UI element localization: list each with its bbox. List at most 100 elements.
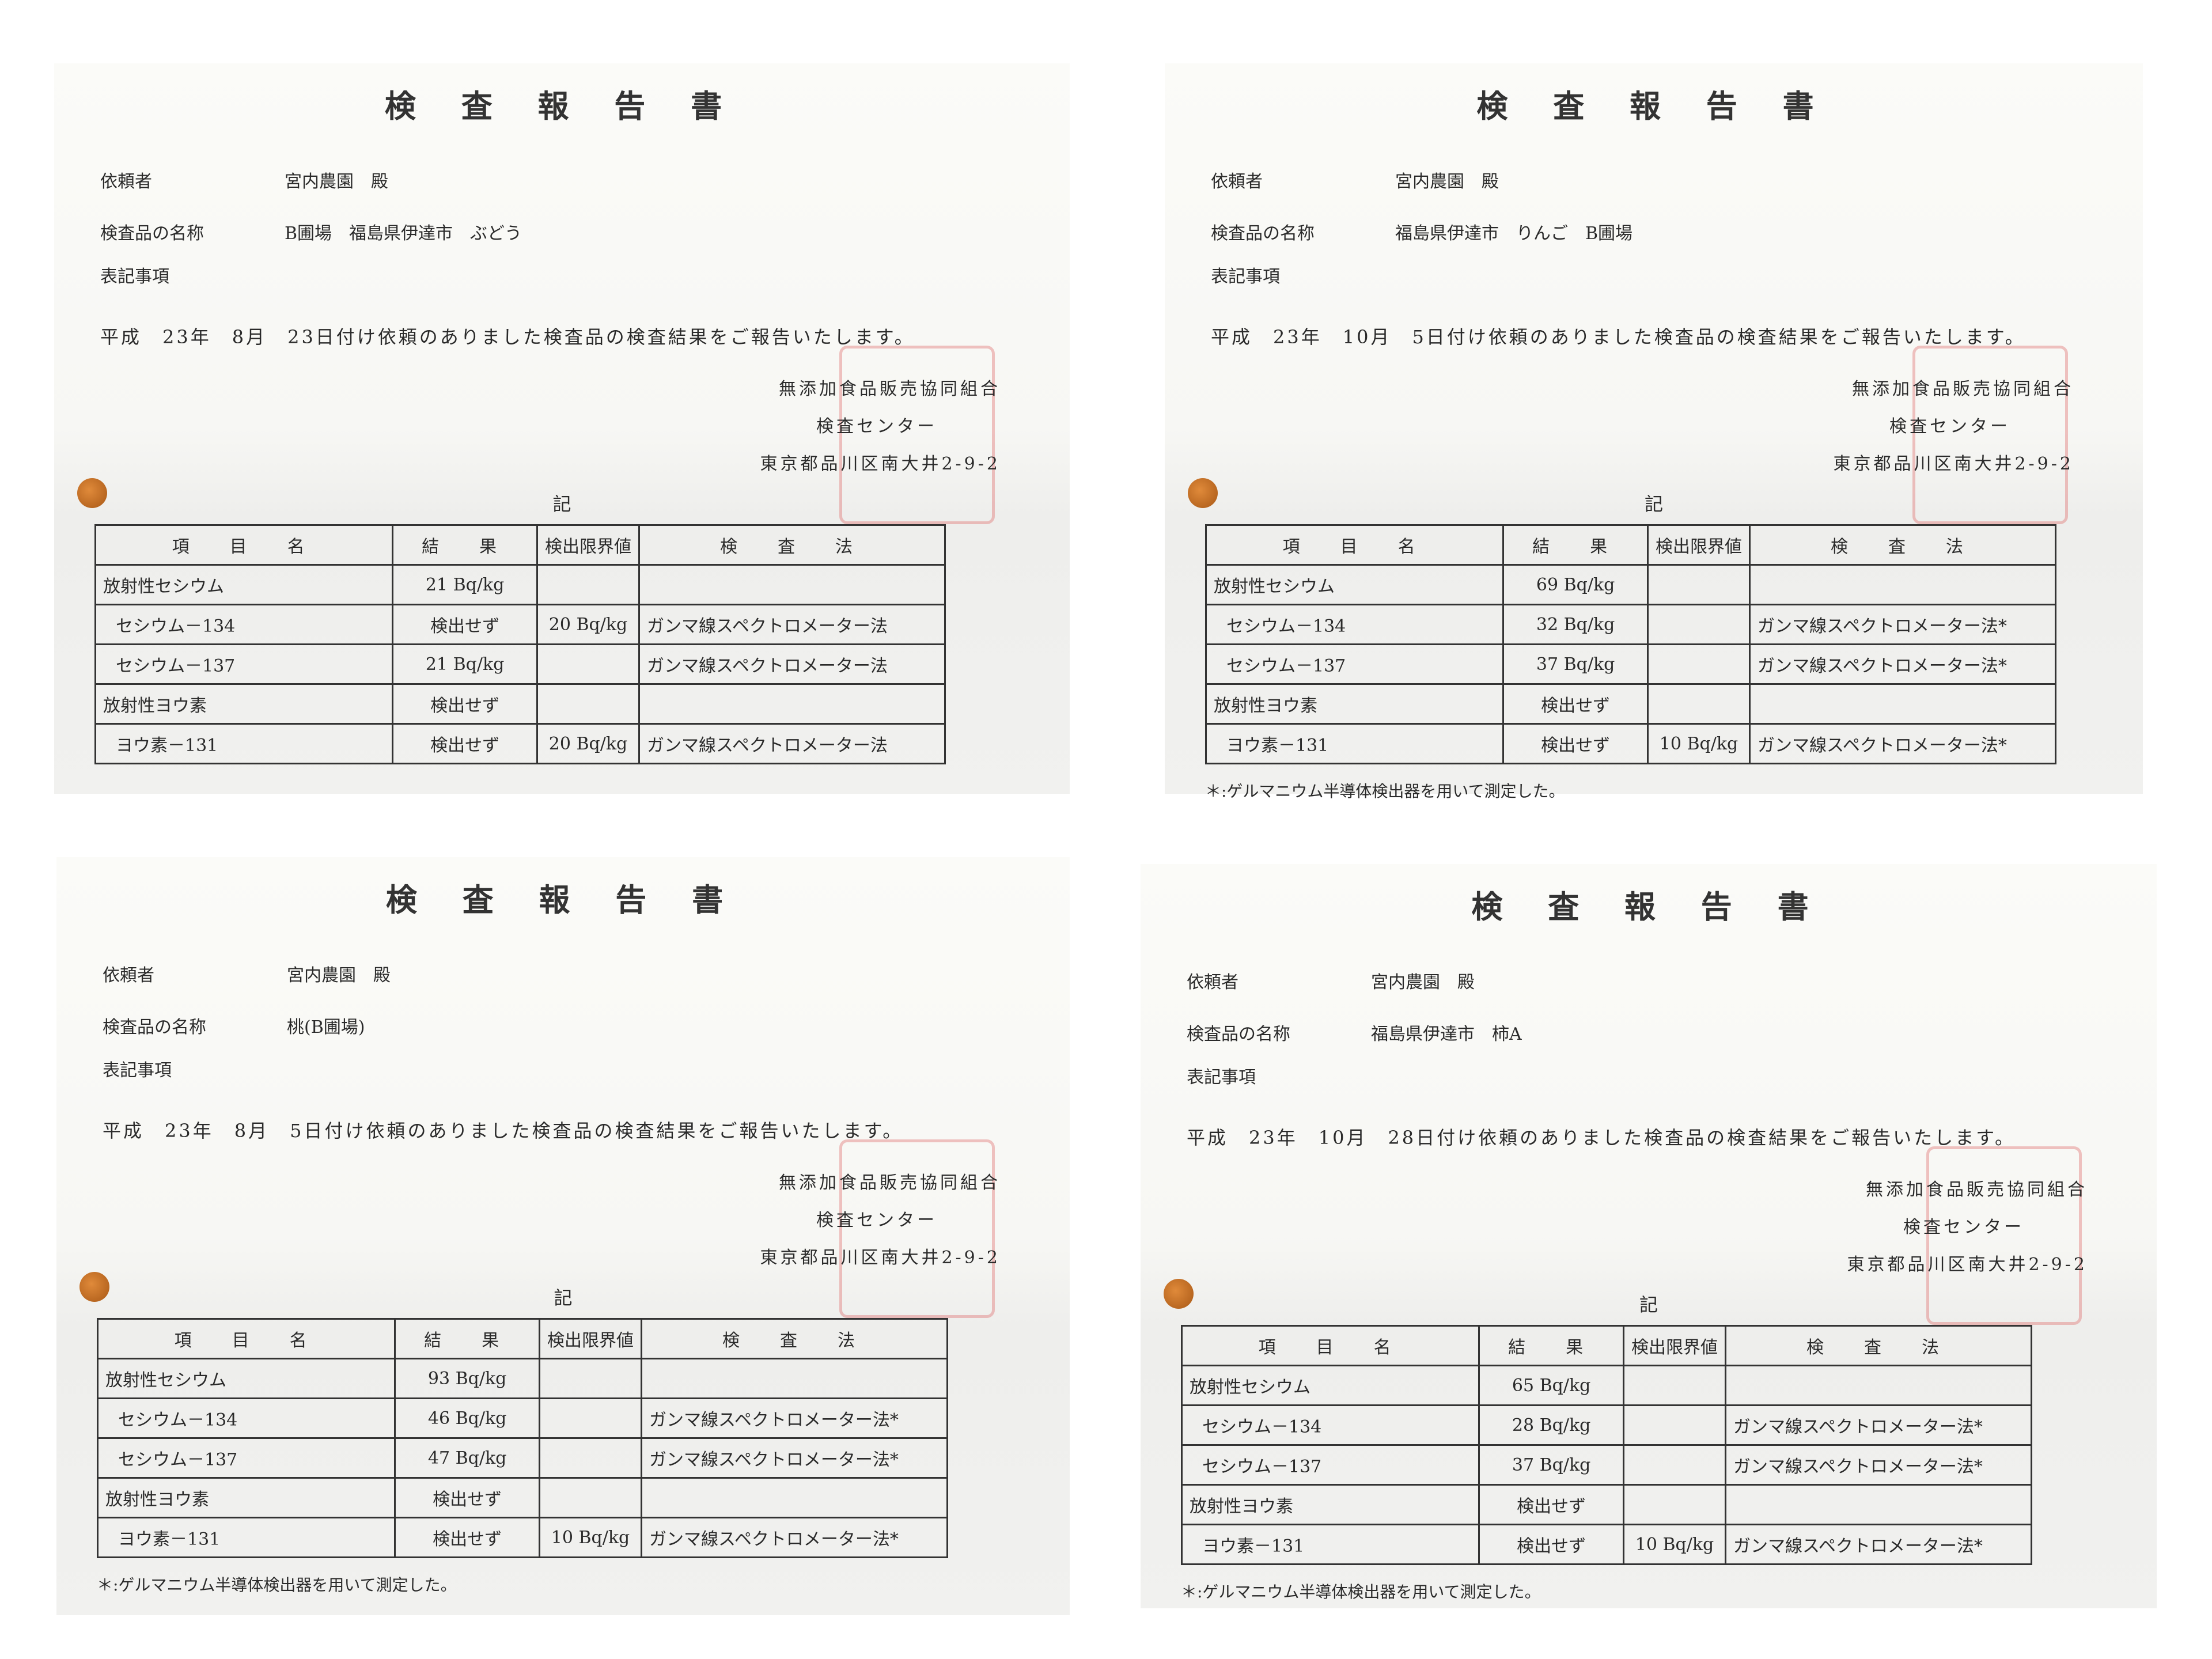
seal-stamp xyxy=(1912,346,2068,524)
ki-heading: 記 xyxy=(552,493,571,515)
item-cell: 放射性セシウム xyxy=(1180,1365,1480,1406)
requester-label: 依頼者 xyxy=(103,965,154,986)
method-cell: ガンマ線スペクトロメーター法* xyxy=(641,1397,948,1439)
method-cell xyxy=(641,1477,948,1518)
org-name: 無添加食品販売協同組合 xyxy=(1866,1180,2088,1200)
item-cell: 放射性ヨウ素 xyxy=(96,1477,396,1518)
org-address: 東京都品川区南大井2-9-2 xyxy=(1833,454,2074,474)
org-address: 東京都品川区南大井2-9-2 xyxy=(760,1248,1001,1268)
punch-hole xyxy=(1188,478,1218,508)
method-cell: ガンマ線スペクトロメーター法 xyxy=(638,643,946,685)
table-row: ヨウ素－131 検出せず 10 Bq/kg ガンマ線スペクトロメーター法* xyxy=(1180,1524,2032,1565)
notation-field: 表記事項 xyxy=(100,262,285,287)
method-cell: ガンマ線スペクトロメーター法* xyxy=(641,1437,948,1479)
result-cell: 検出せず xyxy=(1502,723,1649,764)
punch-hole xyxy=(77,478,107,508)
notation-label: 表記事項 xyxy=(103,1060,172,1081)
table-row: ヨウ素－131 検出せず 10 Bq/kg ガンマ線スペクトロメーター法* xyxy=(1205,723,2056,764)
item-cell: ヨウ素－131 xyxy=(96,1517,396,1558)
result-cell: 93 Bq/kg xyxy=(394,1358,540,1399)
limit-cell: 10 Bq/kg xyxy=(539,1517,642,1558)
result-cell: 47 Bq/kg xyxy=(394,1437,540,1479)
table-row: ヨウ素－131 検出せず 20 Bq/kg ガンマ線スペクトロメーター法 xyxy=(94,723,946,764)
result-cell: 21 Bq/kg xyxy=(392,564,538,605)
notation-label: 表記事項 xyxy=(100,267,169,287)
header-limit: 検出限界値 xyxy=(1623,1325,1726,1366)
table-header: 項 目 名 結 果 検出限界値 検 査 法 xyxy=(94,524,946,566)
method-cell: ガンマ線スペクトロメーター法* xyxy=(1749,643,2056,685)
method-cell: ガンマ線スペクトロメーター法* xyxy=(1749,723,2056,764)
limit-cell xyxy=(536,643,640,685)
item-cell: 放射性ヨウ素 xyxy=(1180,1484,1480,1525)
table-row: ヨウ素－131 検出せず 10 Bq/kg ガンマ線スペクトロメーター法* xyxy=(96,1517,948,1558)
header-limit: 検出限界値 xyxy=(539,1318,642,1359)
item-cell: ヨウ素－131 xyxy=(94,723,394,764)
notation-label: 表記事項 xyxy=(1187,1067,1256,1088)
result-cell: 検出せず xyxy=(1502,683,1649,725)
limit-cell xyxy=(1623,1484,1726,1525)
result-cell: 検出せず xyxy=(1478,1484,1624,1525)
results-table: 項 目 名 結 果 検出限界値 検 査 法 放射性セシウム 65 Bq/kg セ… xyxy=(1180,1325,2032,1565)
method-cell xyxy=(1749,564,2056,605)
limit-cell xyxy=(1647,643,1751,685)
notation-field: 表記事項 xyxy=(103,1056,287,1081)
limit-cell xyxy=(539,1437,642,1479)
table-row: セシウム－134 28 Bq/kg ガンマ線スペクトロメーター法* xyxy=(1180,1404,2032,1446)
limit-cell xyxy=(1647,604,1751,645)
result-cell: 32 Bq/kg xyxy=(1502,604,1649,645)
result-cell: 検出せず xyxy=(1478,1524,1624,1565)
method-cell: ガンマ線スペクトロメーター法* xyxy=(1725,1524,2032,1565)
header-result: 結 果 xyxy=(1502,524,1649,566)
table-row: 放射性セシウム 65 Bq/kg xyxy=(1180,1365,2032,1406)
punch-hole xyxy=(79,1272,109,1302)
table-row: セシウム－134 46 Bq/kg ガンマ線スペクトロメーター法* xyxy=(96,1397,948,1439)
item-cell: 放射性ヨウ素 xyxy=(1205,683,1505,725)
notation-label: 表記事項 xyxy=(1211,267,1280,287)
limit-cell xyxy=(1623,1365,1726,1406)
limit-cell xyxy=(1647,564,1751,605)
result-cell: 37 Bq/kg xyxy=(1502,643,1649,685)
header-method: 検 査 法 xyxy=(1725,1325,2032,1366)
method-cell: ガンマ線スペクトロメーター法 xyxy=(638,604,946,645)
results-table: 項 目 名 結 果 検出限界値 検 査 法 放射性セシウム 21 Bq/kg セ… xyxy=(94,524,946,764)
org-dept: 検査センター xyxy=(1889,416,2010,437)
limit-cell xyxy=(539,1397,642,1439)
method-cell: ガンマ線スペクトロメーター法* xyxy=(641,1517,948,1558)
requester-field: 依頼者 宮内農園 殿 xyxy=(1211,167,1499,192)
method-cell: ガンマ線スペクトロメーター法* xyxy=(1749,604,2056,645)
result-cell: 検出せず xyxy=(392,723,538,764)
header-limit: 検出限界値 xyxy=(1647,524,1751,566)
table-row: セシウム－137 37 Bq/kg ガンマ線スペクトロメーター法* xyxy=(1180,1444,2032,1486)
limit-cell xyxy=(536,683,640,725)
requester-value: 宮内農園 殿 xyxy=(1395,172,1499,192)
table-header: 項 目 名 結 果 検出限界値 検 査 法 xyxy=(1205,524,2056,566)
notation-field: 表記事項 xyxy=(1211,262,1395,287)
limit-cell xyxy=(1647,683,1751,725)
header-result: 結 果 xyxy=(1478,1325,1624,1366)
header-method: 検 査 法 xyxy=(638,524,946,566)
item-name-label: 検査品の名称 xyxy=(1187,1024,1290,1044)
method-cell: ガンマ線スペクトロメーター法* xyxy=(1725,1444,2032,1486)
notation-field: 表記事項 xyxy=(1187,1063,1371,1088)
org-dept: 検査センター xyxy=(816,1210,937,1230)
header-result: 結 果 xyxy=(394,1318,540,1359)
report-sentence: 平成 23年 8月 5日付け依頼のありました検査品の検査結果をご報告いたします。 xyxy=(103,1120,904,1142)
inspection-report: 検 査 報 告 書 依頼者 宮内農園 殿 検査品の名称 福島県伊達市 柿A 表記事項… xyxy=(1141,864,2157,1608)
table-row: 放射性ヨウ素 検出せず xyxy=(1180,1484,2032,1525)
item-cell: セシウム－134 xyxy=(1180,1404,1480,1446)
requester-field: 依頼者 宮内農園 殿 xyxy=(103,961,391,986)
table-row: セシウム－134 検出せず 20 Bq/kg ガンマ線スペクトロメーター法 xyxy=(94,604,946,645)
result-cell: 21 Bq/kg xyxy=(392,643,538,685)
requester-field: 依頼者 宮内農園 殿 xyxy=(100,167,388,192)
table-row: 放射性ヨウ素 検出せず xyxy=(1205,683,2056,725)
requester-value: 宮内農園 殿 xyxy=(1371,972,1475,993)
header-method: 検 査 法 xyxy=(1749,524,2056,566)
limit-cell xyxy=(1623,1444,1726,1486)
result-cell: 検出せず xyxy=(392,683,538,725)
report-title: 検 査 報 告 書 xyxy=(384,88,740,124)
seal-stamp xyxy=(839,346,995,524)
requester-label: 依頼者 xyxy=(100,172,152,192)
requester-label: 依頼者 xyxy=(1211,172,1263,192)
ki-heading: 記 xyxy=(1644,493,1663,515)
limit-cell xyxy=(539,1358,642,1399)
